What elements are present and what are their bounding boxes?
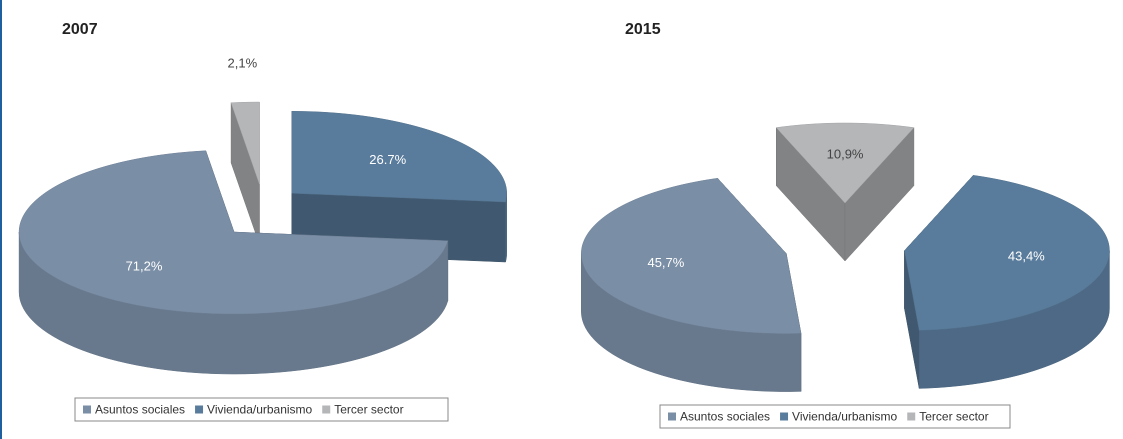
- chart-title: 2015: [625, 21, 661, 38]
- value-label: 45,7%: [647, 255, 684, 270]
- value-label: 10,9%: [827, 146, 864, 161]
- pie-slice: [904, 174, 1110, 389]
- legend-box: [659, 404, 1011, 429]
- legend-label: Vivienda/urbanismo: [207, 403, 313, 417]
- slice-side: [505, 193, 508, 263]
- legend-label: Asuntos sociales: [95, 403, 185, 417]
- pie-slice: [775, 122, 915, 262]
- legend-swatch: [780, 412, 789, 421]
- chart-title: 2007: [62, 21, 98, 38]
- legend-label: Tercer sector: [334, 403, 403, 417]
- value-label: 43,4%: [1008, 249, 1045, 264]
- value-label: 26.7%: [369, 152, 406, 167]
- slice-top: [230, 101, 260, 185]
- legend-label: Vivienda/urbanismo: [792, 410, 898, 424]
- legend-label: Tercer sector: [919, 410, 988, 424]
- legend-swatch: [83, 405, 91, 414]
- legend-swatch: [668, 412, 676, 421]
- pie-slice: [18, 150, 449, 375]
- legend-label: Asuntos sociales: [680, 410, 770, 424]
- legend-swatch: [195, 405, 204, 414]
- value-label: 2,1%: [228, 55, 258, 70]
- slice-top: [581, 178, 802, 334]
- slice-top: [291, 111, 508, 203]
- pie-slice: [230, 101, 260, 245]
- slice-top: [775, 122, 915, 204]
- value-label: 71,2%: [126, 259, 163, 274]
- legend-swatch: [907, 412, 916, 421]
- legend-box: [74, 397, 449, 422]
- slice-top: [18, 150, 449, 315]
- pie-slice: [581, 177, 802, 392]
- legend-swatch: [322, 405, 331, 414]
- slice-top: [904, 175, 1110, 331]
